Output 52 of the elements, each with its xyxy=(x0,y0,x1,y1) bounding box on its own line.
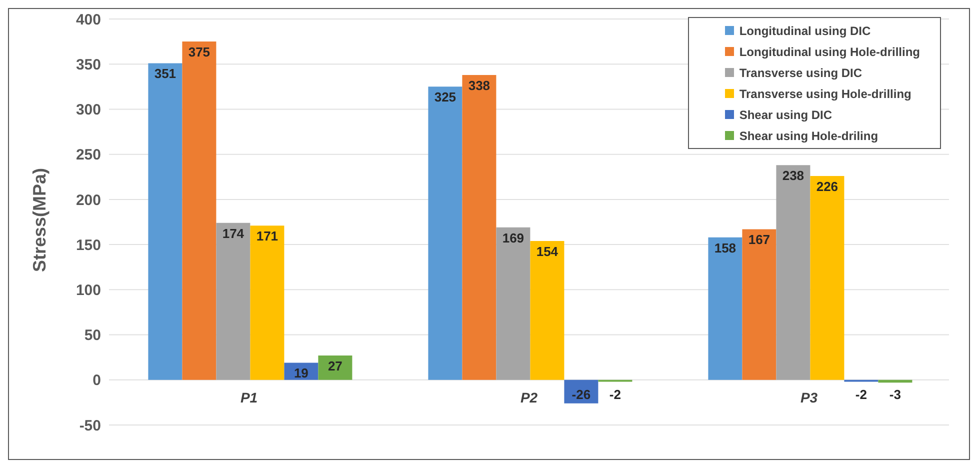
legend-label: Transverse using Hole-drilling xyxy=(738,86,912,102)
data-label: 19 xyxy=(294,366,308,381)
data-label: -3 xyxy=(889,386,901,402)
data-label: 158 xyxy=(714,240,736,256)
y-tick-label: 400 xyxy=(76,11,101,28)
data-label: 154 xyxy=(536,244,559,259)
bar xyxy=(428,86,462,380)
legend-label: Longitudinal using Hole-drilling xyxy=(738,44,920,60)
y-axis-title: Stress(MPa) xyxy=(29,168,50,272)
legend-label: Longitudinal using DIC xyxy=(738,22,872,40)
data-label: 226 xyxy=(816,178,838,194)
y-tick-label: 100 xyxy=(76,282,101,299)
x-tick-label: P1 xyxy=(240,389,258,406)
y-tick-label: 50 xyxy=(84,327,101,344)
data-label: 169 xyxy=(502,230,524,246)
y-tick-label: 150 xyxy=(76,236,101,254)
data-label: 325 xyxy=(434,90,456,105)
legend-label: Transverse using DIC xyxy=(738,64,864,82)
x-tick-label: P2 xyxy=(520,389,538,406)
data-label: -26 xyxy=(572,386,591,402)
bar xyxy=(318,356,352,380)
bar xyxy=(810,176,844,380)
data-label: 338 xyxy=(468,78,490,93)
y-tick-label: 300 xyxy=(76,102,101,119)
bar xyxy=(878,380,912,383)
data-label: 174 xyxy=(222,226,245,241)
y-tick-label: -50 xyxy=(79,417,101,434)
y-tick-label: 350 xyxy=(76,56,101,74)
data-label: 351 xyxy=(154,66,176,82)
x-tick-label: P3 xyxy=(800,389,818,406)
bar xyxy=(530,240,564,380)
bar xyxy=(742,229,776,380)
y-tick-label: 200 xyxy=(76,192,101,209)
legend-label: Shear using Hole-driling xyxy=(738,128,880,144)
y-tick-label: 0 xyxy=(92,372,101,390)
bar xyxy=(182,42,216,380)
data-label: 167 xyxy=(748,232,770,248)
data-label: -2 xyxy=(855,386,867,402)
bar xyxy=(250,226,284,380)
data-label: 375 xyxy=(188,44,210,60)
legend-label: Shear using DIC xyxy=(738,106,834,124)
data-label: -2 xyxy=(609,386,621,402)
bar xyxy=(148,63,182,380)
data-label: 27 xyxy=(328,358,342,374)
bar xyxy=(708,237,742,380)
y-tick-label: 250 xyxy=(76,146,101,164)
bar xyxy=(216,222,250,380)
data-label: 171 xyxy=(256,228,278,244)
bar xyxy=(496,227,530,380)
data-label: 238 xyxy=(782,168,804,184)
bar xyxy=(776,165,810,380)
bar xyxy=(462,74,496,380)
